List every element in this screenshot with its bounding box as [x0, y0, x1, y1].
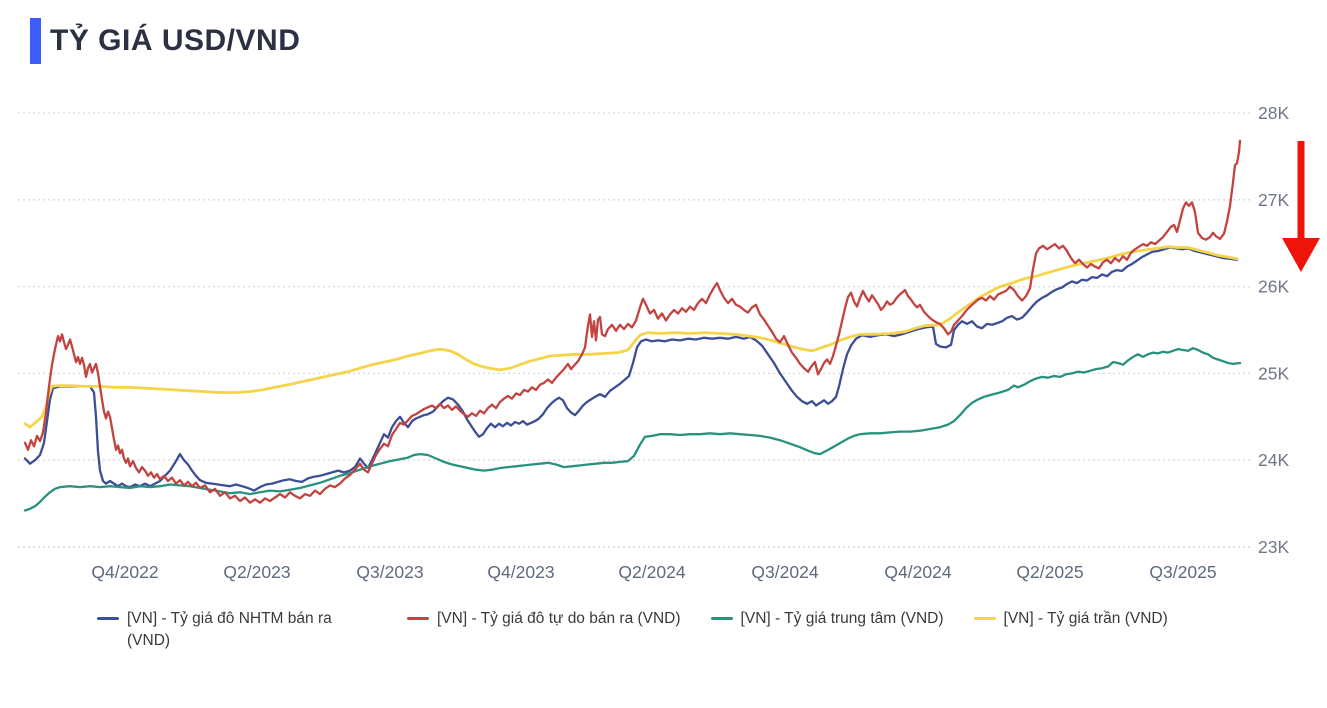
chart-header: TỶ GIÁ USD/VND — [30, 18, 300, 64]
series-lines — [23, 139, 1242, 512]
legend-item-label: [VN] - Tỷ giá trần (VND) — [1003, 610, 1168, 627]
series-line-0 — [23, 246, 1239, 492]
legend-item-nhtm-ban-ra[interactable]: [VN] - Tỷ giá đô NHTM bán ra (VND) — [97, 608, 377, 651]
series-line-3 — [23, 245, 1239, 429]
x-tick-label: Q2/2024 — [618, 562, 685, 582]
red-down-arrow-annotation — [1282, 141, 1320, 272]
navy-line-marker-icon — [97, 617, 119, 620]
series-line-2 — [23, 347, 1242, 512]
series-line-1 — [23, 139, 1242, 504]
page-title: TỶ GIÁ USD/VND — [50, 24, 301, 57]
x-tick-label: Q4/2023 — [487, 562, 554, 582]
teal-line-marker-icon — [710, 617, 733, 620]
y-tick-label: 23K — [1258, 537, 1289, 557]
y-tick-label: 28K — [1258, 103, 1289, 123]
x-tick-label: Q4/2022 — [91, 562, 158, 582]
x-tick-label: Q3/2023 — [356, 562, 423, 582]
legend-item-trung-tam[interactable]: [VN] - Tỷ giá trung tâm (VND) — [710, 608, 944, 630]
title-accent-bar — [30, 18, 41, 64]
y-axis-labels: 28K 27K 26K 25K 24K 23K — [1258, 103, 1289, 557]
y-tick-label: 24K — [1258, 450, 1289, 470]
x-tick-label: Q3/2025 — [1149, 562, 1216, 582]
x-tick-label: Q2/2025 — [1016, 562, 1083, 582]
legend-item-tran[interactable]: [VN] - Tỷ giá trần (VND) — [973, 608, 1168, 630]
y-tick-label: 26K — [1258, 277, 1289, 297]
y-tick-label: 25K — [1258, 363, 1289, 383]
chart-legend: [VN] - Tỷ giá đô NHTM bán ra (VND) [VN] … — [97, 608, 1168, 651]
x-tick-label: Q3/2024 — [751, 562, 818, 582]
yellow-line-marker-icon — [973, 617, 996, 620]
x-tick-label: Q4/2024 — [884, 562, 951, 582]
legend-item-label: [VN] - Tỷ giá trung tâm (VND) — [740, 610, 944, 627]
red-line-marker-icon — [407, 617, 429, 620]
gridlines — [18, 112, 1252, 548]
legend-item-label: [VN] - Tỷ giá đô NHTM bán ra (VND) — [127, 610, 332, 649]
legend-item-label: [VN] - Tỷ giá đô tự do bán ra (VND) — [437, 610, 681, 627]
x-tick-label: Q2/2023 — [223, 562, 290, 582]
legend-item-tu-do-ban-ra[interactable]: [VN] - Tỷ giá đô tự do bán ra (VND) — [407, 608, 681, 630]
x-axis-labels: Q4/2022 Q2/2023 Q3/2023 Q4/2023 Q2/2024 Q3/20… — [91, 562, 1216, 582]
down-arrow-head — [1282, 238, 1320, 272]
y-tick-label: 27K — [1258, 190, 1289, 210]
